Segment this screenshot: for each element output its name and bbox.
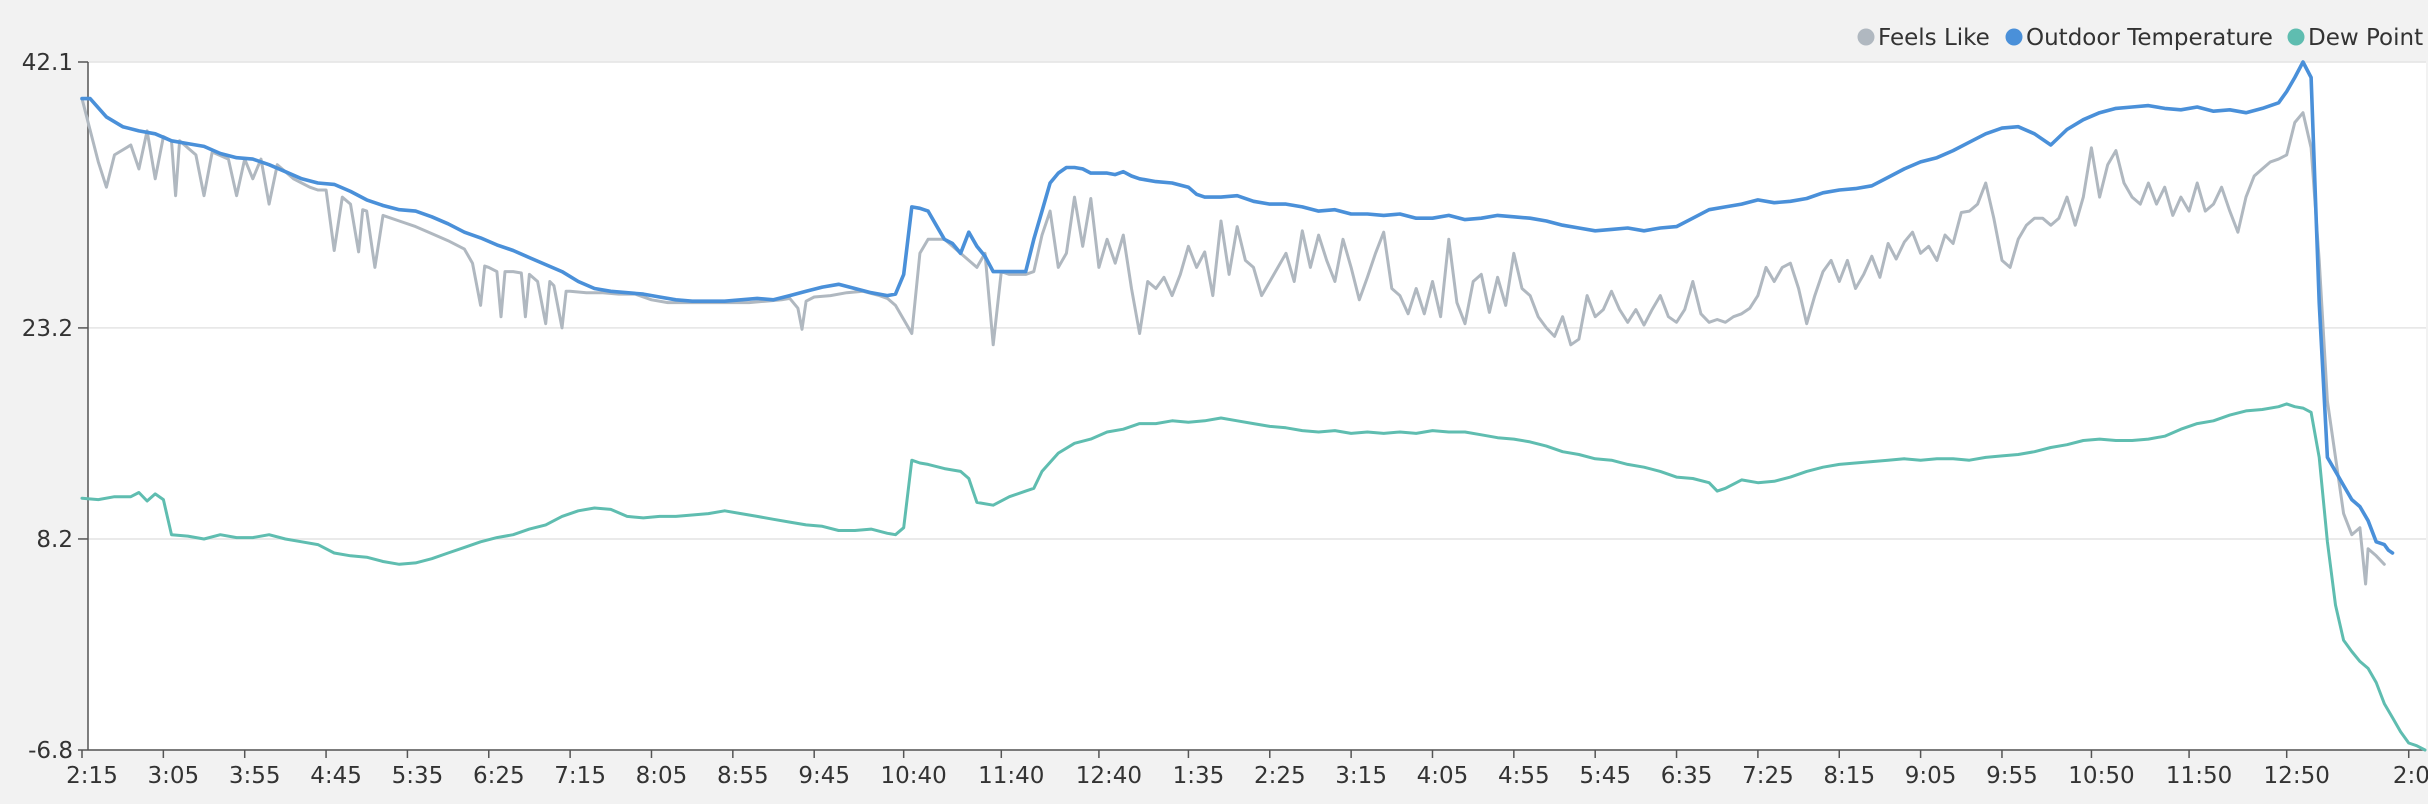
x-axis: 2:15 3:05 3:55 4:45 5:35 6:25 7:15 8:05 8:55 9:45… [66,749,2428,789]
x-tick-label: 7:25 [1742,763,1794,789]
x-tick-label: 12:50 [2264,763,2330,789]
y-tick-label: 23.2 [22,316,73,342]
x-tick-label: 3:15 [1335,763,1387,789]
x-tick-label: 8:05 [636,763,688,789]
x-tick-label: 11:40 [978,763,1044,789]
series-line-outdoor-temperature[interactable] [80,60,2395,555]
legend-item-feels-like[interactable]: Feels Like [1857,25,1990,51]
x-tick-label: 9:45 [798,763,850,789]
x-tick-label: 6:35 [1661,763,1713,789]
plot-background [88,62,2426,750]
series-line-dew-point[interactable] [80,402,2427,752]
x-tick-label: 4:45 [310,763,362,789]
legend[interactable]: Feels Like Outdoor Temperature Dew Point [1857,25,2424,51]
legend-swatch [2287,28,2305,46]
x-tick-label: 7:15 [554,763,606,789]
x-tick-label: 5:45 [1579,763,1631,789]
y-tick-label: -6.8 [28,738,73,764]
x-tick-label: 8:15 [1823,763,1875,789]
legend-label: Feels Like [1878,25,1990,51]
x-tick-label: 2:15 [66,763,118,789]
series-lines [80,60,2427,752]
x-tick-label: 3:05 [148,763,200,789]
x-tick-label: 2:25 [1254,763,1306,789]
legend-swatch [1857,28,1875,46]
x-tick-label: 1:35 [1173,763,1225,789]
legend-item-dew-point[interactable]: Dew Point [2287,25,2424,51]
x-tick-label: 9:05 [1905,763,1957,789]
x-tick-label: 2:05 [2393,763,2428,789]
x-tick-label: 10:40 [881,763,947,789]
legend-swatch [2005,28,2023,46]
y-tick-label: 8.2 [36,527,73,553]
x-tick-label: 11:50 [2166,763,2232,789]
legend-label: Outdoor Temperature [2026,25,2273,51]
y-axis: 42.1 23.2 8.2 -6.8 [22,50,89,764]
legend-item-outdoor-temperature[interactable]: Outdoor Temperature [2005,25,2273,51]
x-tick-label: 10:50 [2068,763,2134,789]
y-tick-label: 42.1 [22,50,73,76]
x-tick-label: 8:55 [717,763,769,789]
x-tick-label: 6:25 [473,763,525,789]
legend-label: Dew Point [2308,25,2423,51]
x-tick-label: 4:55 [1498,763,1550,789]
x-tick-label: 12:40 [1076,763,1142,789]
x-tick-label: 4:05 [1417,763,1469,789]
series-line-feels-like[interactable] [80,97,2386,586]
x-tick-label: 9:55 [1986,763,2038,789]
x-tick-label: 3:55 [229,763,281,789]
x-tick-label: 5:35 [392,763,444,789]
